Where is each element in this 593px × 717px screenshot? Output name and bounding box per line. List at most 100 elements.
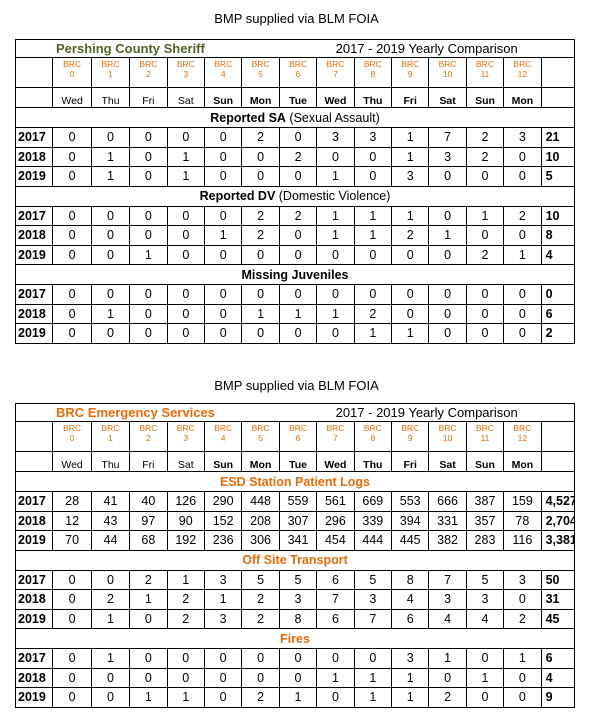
- value-cell: 0: [241, 667, 280, 688]
- brc-label: BRC 11: [465, 57, 505, 88]
- value-cell: 0: [241, 284, 280, 305]
- value-cell: 0: [203, 303, 243, 324]
- value-cell: 0: [428, 205, 467, 226]
- section-title: Fires: [15, 628, 575, 649]
- value-cell: 0: [166, 323, 205, 344]
- caption-top: BMP supplied via BLM FOIA: [214, 11, 379, 26]
- blank-cell: [540, 57, 576, 88]
- brc-label: BRC 1: [90, 57, 131, 88]
- value-cell: 2: [241, 589, 280, 610]
- value-cell: 1: [316, 225, 355, 246]
- value-cell: 0: [52, 589, 92, 610]
- blank-cell: [14, 57, 54, 88]
- day-label: Mon: [503, 87, 542, 108]
- day-label: Mon: [503, 451, 542, 472]
- day-label: Mon: [241, 87, 280, 108]
- value-cell: 341: [278, 530, 318, 551]
- value-cell: 1: [391, 205, 430, 226]
- value-cell: 1: [465, 667, 505, 688]
- value-cell: 394: [390, 510, 430, 531]
- day-label: Sun: [465, 87, 505, 108]
- table-row: 2018 0 2 1 2 1 2 3 7 3 4 3 3 0 31: [14, 589, 576, 610]
- value-cell: 3: [353, 589, 393, 610]
- value-cell: 2: [278, 146, 318, 167]
- value-cell: 1: [353, 667, 393, 688]
- year-label: 2019: [14, 608, 54, 629]
- brc-label: BRC 3: [166, 421, 205, 452]
- value-cell: 0: [278, 648, 318, 669]
- total-cell: 50: [540, 569, 576, 590]
- value-cell: 0: [52, 127, 92, 148]
- value-cell: 6: [390, 608, 430, 629]
- value-cell: 0: [503, 667, 542, 688]
- brc-label: BRC 2: [129, 421, 168, 452]
- day-label: Fri: [390, 451, 430, 472]
- section-title: Reported DV (Domestic Violence): [15, 185, 575, 207]
- value-cell: 3: [428, 589, 467, 610]
- value-cell: 0: [278, 244, 318, 265]
- value-cell: 454: [316, 530, 355, 551]
- brc-label: BRC 10: [428, 57, 467, 88]
- value-cell: 116: [503, 530, 542, 551]
- value-cell: 382: [428, 530, 467, 551]
- value-cell: 2: [503, 608, 542, 629]
- value-cell: 2: [241, 127, 280, 148]
- value-cell: 1: [278, 687, 318, 708]
- table-row: 2017 28 41 40 126 290 448 559 561 669 553 666 387 159…: [14, 491, 576, 512]
- day-label: Sun: [203, 451, 243, 472]
- value-cell: 0: [203, 166, 243, 187]
- value-cell: 0: [52, 323, 92, 344]
- value-cell: 3: [428, 146, 467, 167]
- value-cell: 0: [316, 244, 355, 265]
- value-cell: 0: [241, 648, 280, 669]
- value-cell: 8: [278, 608, 318, 629]
- value-cell: 0: [90, 323, 131, 344]
- total-cell: 6: [540, 648, 576, 669]
- brc-label: BRC 11: [465, 421, 505, 452]
- value-cell: 0: [203, 127, 243, 148]
- table-row: 2017 0 0 2 1 3 5 5 6 5 8 7 5 3 50: [14, 569, 576, 590]
- value-cell: 97: [129, 510, 168, 531]
- blank-cell: [540, 421, 576, 452]
- value-cell: 1: [390, 687, 430, 708]
- day-label: Fri: [129, 87, 168, 108]
- value-cell: 0: [90, 225, 131, 246]
- value-cell: 448: [241, 491, 280, 512]
- day-label: Thu: [353, 451, 393, 472]
- value-cell: 1: [503, 648, 542, 669]
- value-cell: 0: [465, 648, 505, 669]
- value-cell: 445: [390, 530, 430, 551]
- value-cell: 0: [203, 648, 243, 669]
- total-cell: 9: [540, 687, 576, 708]
- value-cell: 1: [129, 244, 168, 265]
- brc-label: BRC 8: [353, 57, 393, 88]
- value-cell: 1: [166, 569, 205, 590]
- total-cell: 45: [540, 608, 576, 629]
- value-cell: 331: [428, 510, 467, 531]
- value-cell: 2: [241, 205, 280, 226]
- value-cell: 0: [316, 648, 355, 669]
- table-row: 2019 0 0 0 0 0 0 0 0 1 1 0 0 0 2: [14, 323, 576, 344]
- value-cell: 1: [203, 225, 243, 246]
- value-cell: 4: [390, 589, 430, 610]
- value-cell: 339: [353, 510, 393, 531]
- value-cell: 126: [166, 491, 205, 512]
- value-cell: 0: [52, 569, 92, 590]
- table-row: 2017 0 1 0 0 0 0 0 0 0 3 1 0 1 6: [14, 648, 576, 669]
- value-cell: 5: [241, 569, 280, 590]
- value-cell: 1: [353, 225, 393, 246]
- caption-bottom: BMP supplied via BLM FOIA: [214, 378, 379, 393]
- value-cell: 7: [428, 127, 467, 148]
- value-cell: 40: [129, 491, 168, 512]
- value-cell: 0: [353, 284, 393, 305]
- value-cell: 3: [503, 569, 542, 590]
- value-cell: 2: [166, 608, 205, 629]
- table-row: 2019 0 1 0 2 3 2 8 6 7 6 4 4 2 45: [14, 608, 576, 629]
- value-cell: 1: [353, 687, 393, 708]
- brc-label: BRC 12: [503, 421, 542, 452]
- table-row: 2018 12 43 97 90 152 208 307 296 339 394 331 357 78 2,…: [14, 510, 576, 531]
- year-label: 2017: [14, 127, 54, 148]
- blank-cell: [540, 451, 576, 472]
- value-cell: 0: [278, 166, 318, 187]
- brc-label: BRC 2: [129, 57, 168, 88]
